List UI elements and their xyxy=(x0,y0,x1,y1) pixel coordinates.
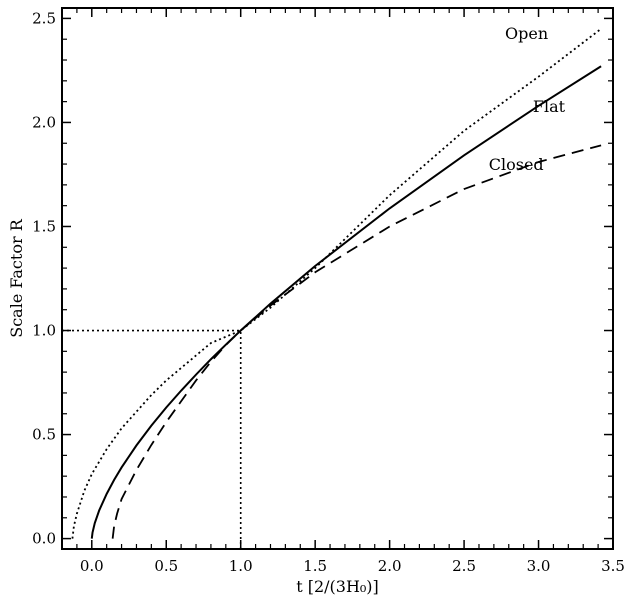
y-tick-label: 0.0 xyxy=(32,530,56,548)
x-tick-label: 0.5 xyxy=(154,557,178,575)
y-tick-label: 0.5 xyxy=(32,426,56,444)
curve-closed xyxy=(111,144,602,539)
guide-layer xyxy=(62,329,242,549)
curve-flat xyxy=(90,65,602,539)
curve-label-closed: Closed xyxy=(489,155,544,174)
tick-layer xyxy=(62,8,614,549)
curve-label-open: Open xyxy=(505,24,548,43)
label-layer: 0.0 0.5 1.0 1.5 2.0 2.5 3.0 3.5 0.0 0.5 1.0 1.5 2.0 2… xyxy=(7,9,625,596)
y-tick-label: 1.5 xyxy=(32,217,56,235)
x-axis-label: t [2/(3H₀)] xyxy=(296,577,379,596)
x-tick-label: 1.5 xyxy=(303,557,327,575)
x-tick-label: 3.5 xyxy=(601,557,625,575)
x-tick-label: 2.5 xyxy=(452,557,476,575)
curve-layer xyxy=(71,28,602,539)
curve-open xyxy=(71,28,602,539)
y-tick-label: 2.0 xyxy=(32,113,56,131)
x-tick-label: 3.0 xyxy=(527,557,551,575)
plot-frame xyxy=(61,7,614,550)
y-tick-label: 1.0 xyxy=(32,322,56,340)
x-tick-label: 2.0 xyxy=(378,557,402,575)
x-tick-label: 1.0 xyxy=(229,557,253,575)
x-tick-label: 0.0 xyxy=(80,557,104,575)
y-axis-label: Scale Factor R xyxy=(7,218,26,337)
curve-label-flat: Flat xyxy=(533,97,566,116)
y-tick-label: 2.5 xyxy=(32,9,56,27)
